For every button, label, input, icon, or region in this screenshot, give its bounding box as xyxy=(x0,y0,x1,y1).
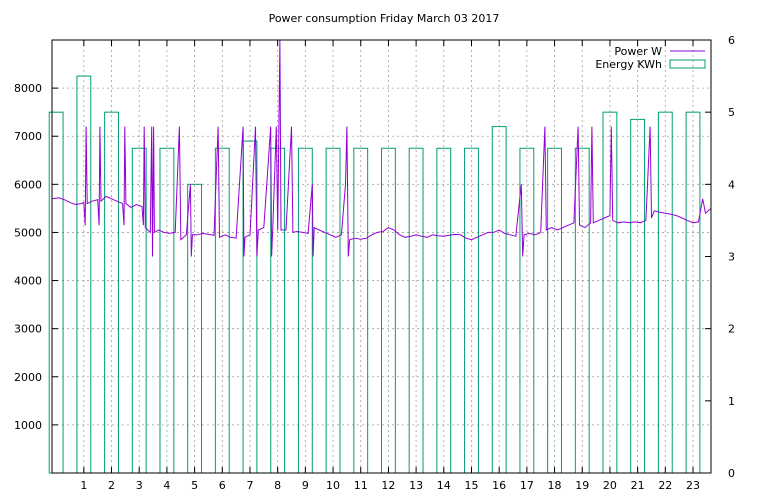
y-right-tick-label: 1 xyxy=(728,395,735,408)
legend-label: Power W xyxy=(614,45,662,58)
x-tick-label: 12 xyxy=(381,479,395,492)
axes: 1 2 3 4 5 6 7 8 9 10 11 12 13 14 15 16 17 18 19 20 21 22 23100… xyxy=(14,34,735,492)
x-tick-label: 17 xyxy=(520,479,534,492)
chart-title: Power consumption Friday March 03 2017 xyxy=(269,12,500,25)
x-tick-label: 7 xyxy=(246,479,253,492)
y-right-tick-label: 6 xyxy=(728,34,735,47)
x-tick-label: 10 xyxy=(326,479,340,492)
x-tick-label: 13 xyxy=(409,479,423,492)
x-tick-label: 11 xyxy=(354,479,368,492)
legend-swatch-energy xyxy=(669,59,706,69)
y-left-tick-label: 4000 xyxy=(14,275,42,288)
energy-bar xyxy=(48,111,64,474)
x-tick-label: 19 xyxy=(575,479,589,492)
y-left-tick-label: 3000 xyxy=(14,323,42,336)
x-tick-label: 16 xyxy=(492,479,506,492)
x-tick-label: 15 xyxy=(464,479,478,492)
x-tick-label: 20 xyxy=(603,479,617,492)
y-left-tick-label: 2000 xyxy=(14,371,42,384)
x-tick-label: 21 xyxy=(631,479,645,492)
x-tick-label: 2 xyxy=(108,479,115,492)
y-left-tick-label: 1000 xyxy=(14,419,42,432)
x-tick-label: 1 xyxy=(80,479,87,492)
y-right-tick-label: 5 xyxy=(728,106,735,119)
x-tick-label: 3 xyxy=(136,479,143,492)
x-tick-label: 8 xyxy=(274,479,281,492)
x-tick-label: 22 xyxy=(658,479,672,492)
y-left-tick-label: 7000 xyxy=(14,130,42,143)
power-line xyxy=(51,39,712,257)
y-right-tick-label: 4 xyxy=(728,178,735,191)
x-tick-label: 14 xyxy=(437,479,451,492)
y-right-tick-label: 2 xyxy=(728,323,735,336)
y-left-tick-label: 5000 xyxy=(14,226,42,239)
x-tick-label: 4 xyxy=(163,479,170,492)
energy-series xyxy=(48,75,701,474)
y-left-tick-label: 6000 xyxy=(14,178,42,191)
x-tick-label: 23 xyxy=(686,479,700,492)
y-right-tick-label: 3 xyxy=(728,251,735,264)
x-tick-label: 6 xyxy=(219,479,226,492)
energy-bar xyxy=(187,183,203,474)
power-series xyxy=(51,39,712,257)
plot-border xyxy=(51,39,712,474)
grid xyxy=(52,40,711,473)
x-tick-label: 9 xyxy=(302,479,309,492)
x-tick-label: 18 xyxy=(548,479,562,492)
y-right-tick-label: 0 xyxy=(728,467,735,480)
legend-label: Energy KWh xyxy=(595,58,662,71)
y-left-tick-label: 8000 xyxy=(14,82,42,95)
x-tick-label: 5 xyxy=(191,479,198,492)
